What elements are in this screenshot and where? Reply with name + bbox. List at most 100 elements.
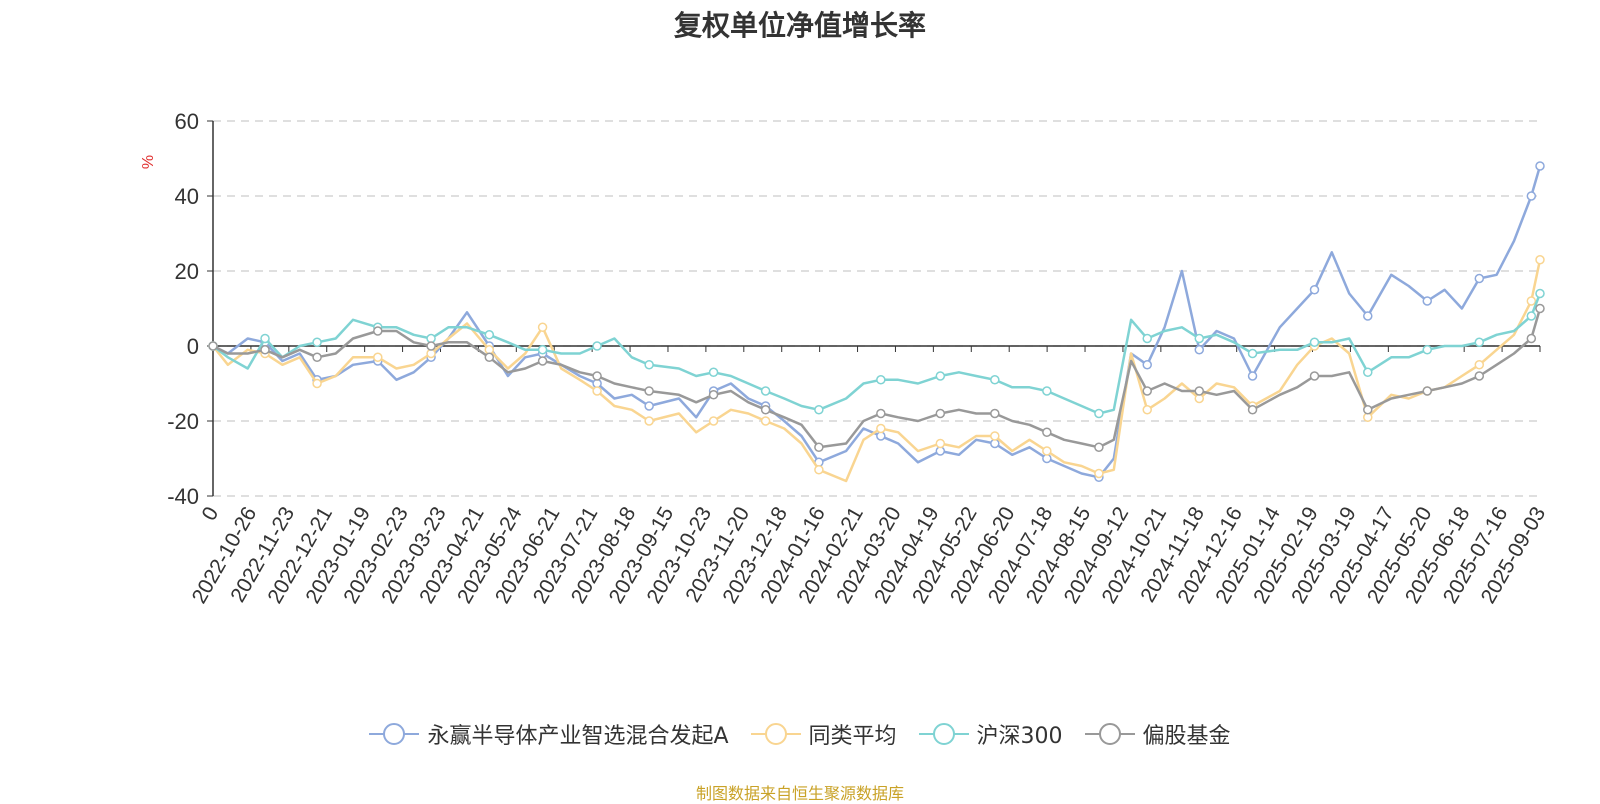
data-point <box>1309 371 1320 381</box>
legend-marker-icon <box>750 723 801 745</box>
y-tick-label: 40 <box>175 184 199 209</box>
data-point <box>876 375 886 385</box>
data-point <box>1422 296 1432 306</box>
y-tick-label: 0 <box>187 334 199 359</box>
legend-item-fund[interactable]: 永赢半导体产业智选混合发起A <box>369 718 729 750</box>
data-point <box>1094 408 1104 419</box>
data-point <box>876 423 886 434</box>
data-point <box>592 386 602 396</box>
data-point <box>1142 386 1152 396</box>
legend-marker-icon <box>369 723 420 745</box>
data-point <box>1194 386 1205 396</box>
data-point <box>426 341 436 351</box>
data-point <box>1422 345 1432 355</box>
legend-marker-icon <box>918 723 969 745</box>
data-point <box>814 465 824 475</box>
data-point <box>1526 311 1537 321</box>
data-point <box>1363 405 1373 415</box>
data-point <box>592 371 602 381</box>
y-axis: -40 -20 0 20 40 60 <box>167 109 214 509</box>
grid-lines <box>213 120 1540 497</box>
data-point <box>990 431 1000 441</box>
data-point <box>935 371 946 381</box>
legend-item-equity-fund[interactable]: 偏股基金 <box>1084 718 1231 750</box>
data-point <box>484 352 495 362</box>
data-point <box>484 330 495 340</box>
data-point <box>876 408 886 419</box>
data-point <box>990 408 1000 419</box>
data-point <box>312 352 322 362</box>
data-point <box>760 416 771 426</box>
data-point <box>537 345 548 355</box>
data-point <box>814 442 824 452</box>
data-point <box>708 367 719 377</box>
data-point <box>1474 371 1485 381</box>
data-point <box>644 360 654 370</box>
x-axis: 02022-10-262022-11-232022-12-212023-01-1… <box>188 345 1550 608</box>
data-point <box>708 390 719 400</box>
data-point <box>1309 285 1320 295</box>
data-point <box>935 408 946 419</box>
legend-label: 永赢半导体产业智选混合发起A <box>427 724 729 749</box>
data-point <box>312 337 322 347</box>
data-point <box>260 333 270 344</box>
data-point <box>1247 348 1258 359</box>
data-point <box>537 356 548 366</box>
line-chart: -40 -20 0 20 40 60 02022-10-262022-11-232022-… <box>140 109 1550 608</box>
data-point <box>1247 405 1258 415</box>
data-point <box>373 326 383 336</box>
data-point <box>1535 161 1545 171</box>
y-tick-label: 60 <box>175 109 199 134</box>
data-point <box>1526 296 1537 306</box>
data-point <box>1422 386 1432 396</box>
data-point <box>1363 367 1373 377</box>
data-point <box>1042 386 1052 396</box>
data-point <box>1194 333 1205 344</box>
data-point <box>1535 255 1545 265</box>
data-point <box>1247 371 1258 381</box>
data-point <box>1474 337 1485 347</box>
series-line <box>212 293 1542 415</box>
data-point <box>1309 337 1320 347</box>
data-point <box>1142 360 1152 370</box>
data-point <box>814 405 824 415</box>
data-point <box>1526 333 1537 344</box>
data-point <box>1474 273 1485 284</box>
data-point <box>935 438 946 449</box>
source-note: 制图数据来自恒生聚源数据库 <box>695 784 904 803</box>
data-point <box>644 386 654 396</box>
y-tick-label: -20 <box>167 409 199 434</box>
data-point <box>760 405 771 415</box>
data-point <box>644 416 654 426</box>
series-lines <box>208 161 1545 483</box>
y-tick-label: -40 <box>167 484 199 509</box>
data-point <box>1194 345 1205 355</box>
data-point <box>1042 427 1052 437</box>
data-point <box>1535 303 1545 314</box>
y-tick-label: 20 <box>175 259 199 284</box>
data-point <box>1526 191 1537 201</box>
x-tick-label: 0 <box>198 503 224 525</box>
legend: 永赢半导体产业智选混合发起A 同类平均 沪深300 偏股基金 <box>0 718 1600 750</box>
data-point <box>592 341 602 351</box>
data-point <box>260 345 270 355</box>
legend-item-peer-avg[interactable]: 同类平均 <box>750 718 897 750</box>
data-point <box>1474 360 1485 370</box>
data-point <box>537 322 548 332</box>
data-point <box>990 375 1000 385</box>
data-point <box>760 386 771 396</box>
chart-title: 复权单位净值增长率 <box>673 9 926 42</box>
data-point <box>312 378 322 389</box>
data-point <box>1094 468 1104 479</box>
data-point <box>644 401 654 411</box>
data-point <box>1363 311 1373 321</box>
data-point <box>708 416 719 426</box>
legend-item-hs300[interactable]: 沪深300 <box>918 718 1063 750</box>
data-point <box>1042 446 1052 456</box>
legend-label: 偏股基金 <box>1142 724 1231 749</box>
data-point <box>373 352 383 362</box>
series-line <box>212 259 1542 483</box>
legend-label: 沪深300 <box>976 724 1063 749</box>
data-point <box>208 341 218 351</box>
data-point <box>1142 405 1152 415</box>
